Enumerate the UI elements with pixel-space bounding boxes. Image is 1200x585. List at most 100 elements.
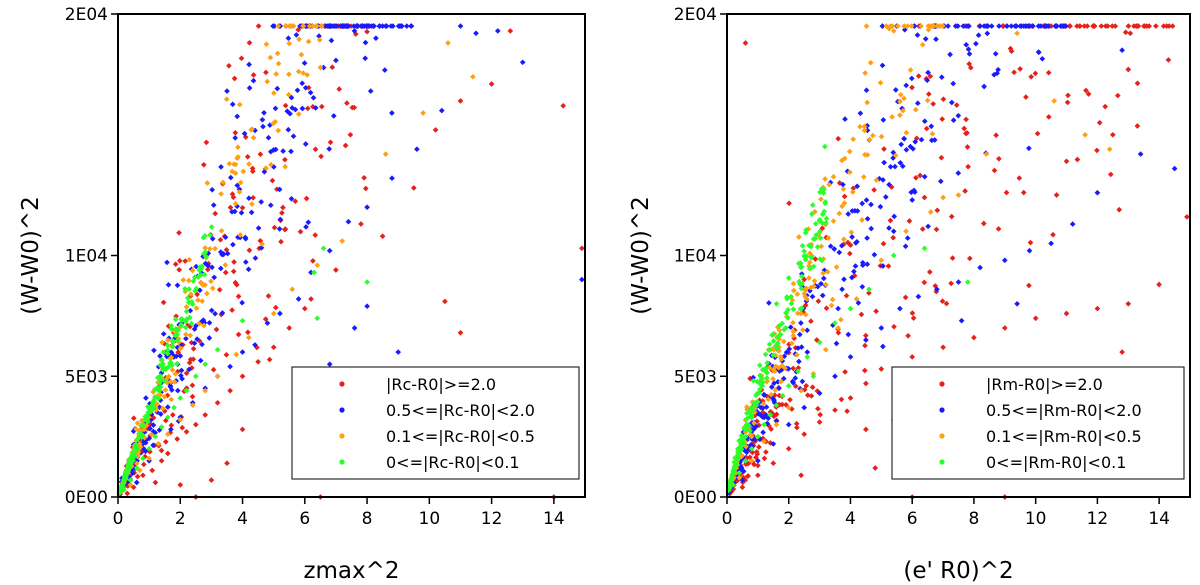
scatter-point bbox=[770, 441, 777, 447]
scatter-point bbox=[275, 23, 282, 29]
scatter-point bbox=[795, 365, 802, 371]
scatter-point bbox=[822, 176, 828, 182]
scatter-point bbox=[281, 226, 288, 233]
scatter-point bbox=[237, 232, 244, 238]
scatter-point bbox=[168, 354, 175, 361]
scatter-point bbox=[927, 209, 934, 215]
scatter-point bbox=[809, 202, 816, 208]
scatter-point bbox=[183, 428, 190, 435]
scatter-point bbox=[238, 55, 245, 62]
scatter-point bbox=[140, 455, 146, 462]
scatter-point bbox=[187, 356, 194, 363]
scatter-point bbox=[759, 379, 765, 386]
scatter-point bbox=[909, 197, 916, 203]
scatter-point bbox=[239, 317, 246, 324]
scatter-point bbox=[973, 40, 979, 47]
scatter-point bbox=[347, 131, 354, 138]
scatter-point bbox=[762, 351, 769, 358]
scatter-point bbox=[901, 95, 907, 102]
scatter-point bbox=[164, 350, 171, 357]
scatter-point bbox=[955, 23, 961, 29]
scatter-point bbox=[811, 278, 818, 284]
scatter-point bbox=[310, 94, 317, 101]
scatter-point bbox=[773, 300, 780, 307]
scatter-point bbox=[975, 32, 982, 39]
scatter-point bbox=[857, 123, 863, 130]
scatter-point bbox=[245, 329, 251, 336]
scatter-point bbox=[343, 23, 350, 29]
scatter-point bbox=[926, 269, 933, 275]
scatter-point bbox=[1125, 23, 1132, 29]
scatter-point bbox=[235, 293, 242, 300]
scatter-point bbox=[903, 228, 909, 235]
scatter-point bbox=[787, 396, 793, 403]
scatter-point bbox=[1082, 131, 1088, 138]
scatter-point bbox=[790, 328, 797, 335]
scatter-point bbox=[239, 204, 246, 211]
scatter-point bbox=[1134, 23, 1141, 29]
scatter-point bbox=[175, 349, 182, 356]
legend-right: |Rm-R0|>=2.0 0.5<=|Rm-R0|<2.0 0.1<=|Rm-R… bbox=[891, 366, 1185, 480]
scatter-point bbox=[278, 238, 284, 245]
scatter-point bbox=[880, 117, 887, 123]
scatter-point bbox=[330, 113, 337, 119]
scatter-point bbox=[809, 384, 816, 391]
scatter-point bbox=[169, 362, 175, 369]
scatter-point bbox=[146, 445, 152, 452]
scatter-point bbox=[872, 465, 879, 471]
legend-entry: 0<=|Rc-R0|<0.1 bbox=[339, 453, 520, 472]
scatter-point bbox=[817, 228, 823, 235]
scatter-point bbox=[308, 269, 314, 276]
scatter-point bbox=[833, 264, 840, 270]
scatter-point bbox=[389, 110, 395, 116]
scatter-point bbox=[1038, 23, 1044, 29]
scatter-point bbox=[981, 23, 987, 29]
scatter-point bbox=[259, 241, 265, 247]
scatter-point bbox=[164, 431, 171, 438]
scatter-point bbox=[507, 28, 514, 34]
scatter-point bbox=[749, 408, 756, 414]
scatter-point bbox=[202, 361, 209, 368]
scatter-point bbox=[174, 436, 181, 442]
scatter-point bbox=[204, 266, 211, 273]
scatter-point bbox=[133, 465, 140, 471]
scatter-point bbox=[314, 262, 321, 269]
scatter-point bbox=[314, 315, 321, 322]
scatter-point bbox=[208, 477, 215, 483]
scatter-point bbox=[1109, 23, 1116, 29]
scatter-point bbox=[835, 305, 841, 312]
scatter-point bbox=[274, 85, 281, 92]
scatter-point bbox=[172, 261, 179, 268]
scatter-point bbox=[799, 280, 805, 287]
legend-box-left bbox=[291, 366, 580, 480]
scatter-point bbox=[899, 163, 906, 170]
scatter-points-right bbox=[725, 23, 1190, 500]
scatter-point bbox=[122, 474, 129, 480]
scatter-point bbox=[271, 224, 278, 231]
scatter-point bbox=[178, 372, 184, 379]
legend-marker bbox=[339, 381, 345, 387]
scatter-point bbox=[138, 434, 145, 441]
scatter-point bbox=[165, 373, 172, 380]
scatter-point bbox=[801, 248, 808, 255]
scatter-point bbox=[822, 346, 829, 353]
scatter-point bbox=[1026, 282, 1032, 289]
legend-marker bbox=[939, 459, 945, 465]
scatter-point bbox=[804, 354, 811, 360]
scatter-point bbox=[196, 320, 203, 327]
scatter-point bbox=[783, 349, 790, 356]
scatter-point bbox=[868, 201, 874, 208]
scatter-point bbox=[782, 325, 789, 331]
legend-label: 0.5<=|Rc-R0|<2.0 bbox=[386, 401, 535, 420]
scatter-point bbox=[207, 232, 213, 238]
scatter-point bbox=[146, 455, 152, 462]
scatter-point bbox=[850, 136, 857, 143]
scatter-point bbox=[168, 323, 175, 329]
x-tick-label: 4 bbox=[845, 509, 856, 529]
scatter-point bbox=[863, 337, 869, 343]
scatter-point bbox=[473, 30, 479, 37]
scatter-point bbox=[809, 211, 815, 217]
scatter-point bbox=[212, 245, 218, 252]
scatter-point bbox=[182, 331, 189, 338]
scatter-point bbox=[1039, 55, 1046, 62]
